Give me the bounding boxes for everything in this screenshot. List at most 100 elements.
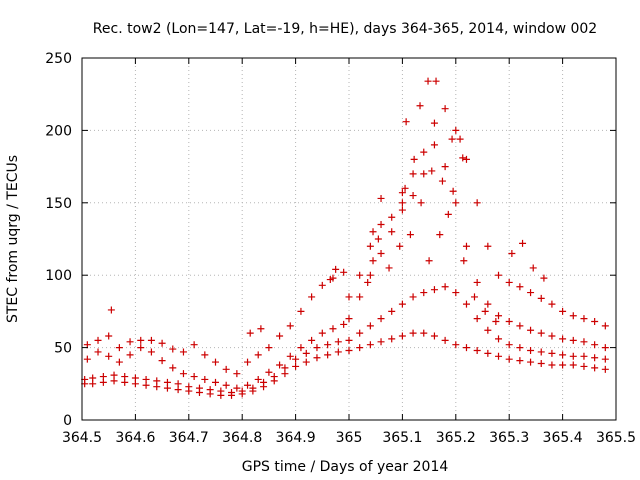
data-point — [179, 348, 187, 356]
data-point — [420, 329, 428, 337]
data-point — [449, 187, 457, 195]
data-point — [462, 300, 470, 308]
data-point — [329, 325, 337, 333]
data-point — [516, 344, 524, 352]
data-point — [444, 210, 452, 218]
data-point — [441, 336, 449, 344]
data-point — [238, 387, 246, 395]
data-point — [374, 235, 382, 243]
data-point — [244, 381, 252, 389]
data-point — [492, 318, 500, 326]
y-tick-label: 100 — [45, 268, 72, 284]
data-point — [169, 345, 177, 353]
data-point — [147, 348, 155, 356]
data-point — [505, 278, 513, 286]
data-point — [222, 381, 230, 389]
data-point — [516, 357, 524, 365]
data-point — [416, 102, 424, 110]
x-tick-label: 365.5 — [596, 430, 636, 446]
data-point — [398, 206, 406, 214]
data-point — [591, 354, 599, 362]
data-point — [286, 322, 294, 330]
data-point — [265, 368, 273, 376]
data-point — [334, 348, 342, 356]
data-point — [257, 325, 265, 333]
data-point — [356, 271, 364, 279]
data-point — [388, 228, 396, 236]
data-point — [484, 300, 492, 308]
data-point — [441, 163, 449, 171]
data-point — [396, 242, 404, 250]
data-point — [569, 336, 577, 344]
data-point — [345, 293, 353, 301]
data-point — [537, 348, 545, 356]
data-point — [377, 249, 385, 257]
data-point — [424, 77, 432, 85]
data-point — [318, 281, 326, 289]
data-point — [158, 339, 166, 347]
data-point — [222, 365, 230, 373]
data-point — [388, 335, 396, 343]
data-point — [601, 365, 609, 373]
data-point — [495, 312, 503, 320]
data-point — [302, 358, 310, 366]
data-point — [591, 341, 599, 349]
data-point — [601, 355, 609, 363]
data-point — [484, 326, 492, 334]
data-point — [388, 307, 396, 315]
data-point — [601, 322, 609, 330]
data-point — [430, 119, 438, 127]
x-axis-tick-labels: 364.5 364.6 364.7 364.8 364.9 365 365.1 365.2 36… — [62, 430, 636, 446]
data-point — [580, 315, 588, 323]
data-point — [313, 354, 321, 362]
data-point — [190, 373, 198, 381]
data-point — [366, 242, 374, 250]
data-point — [324, 351, 332, 359]
data-point — [326, 276, 334, 284]
x-tick-label: 365.2 — [436, 430, 476, 446]
data-point — [432, 77, 440, 85]
data-point — [537, 329, 545, 337]
data-point — [601, 344, 609, 352]
data-point — [281, 364, 289, 372]
data-point — [580, 338, 588, 346]
data-point — [398, 332, 406, 340]
data-point — [430, 332, 438, 340]
data-point — [201, 351, 209, 359]
data-point — [179, 370, 187, 378]
data-point — [569, 312, 577, 320]
data-point — [356, 329, 364, 337]
data-point — [420, 148, 428, 156]
data-point — [409, 192, 417, 200]
data-point — [142, 375, 150, 383]
data-point — [340, 320, 348, 328]
data-point — [420, 289, 428, 297]
data-point — [286, 352, 294, 360]
data-point — [495, 335, 503, 343]
data-point — [559, 351, 567, 359]
data-point — [417, 199, 425, 207]
data-point — [430, 286, 438, 294]
data-point — [388, 213, 396, 221]
x-tick-label: 365 — [336, 430, 363, 446]
y-tick-label: 150 — [45, 196, 72, 212]
data-point — [276, 361, 284, 369]
data-point — [569, 361, 577, 369]
data-point — [174, 380, 182, 388]
x-tick-label: 365.3 — [489, 430, 529, 446]
data-point — [448, 135, 456, 143]
data-point — [559, 307, 567, 315]
data-point — [484, 242, 492, 250]
data-points — [81, 77, 609, 399]
data-point — [460, 257, 468, 265]
data-point — [110, 371, 118, 379]
data-point — [356, 344, 364, 352]
data-point — [548, 300, 556, 308]
data-point — [369, 228, 377, 236]
data-point — [318, 329, 326, 337]
data-point — [345, 336, 353, 344]
data-point — [473, 278, 481, 286]
data-point — [470, 293, 478, 301]
data-point — [313, 344, 321, 352]
data-point — [473, 346, 481, 354]
